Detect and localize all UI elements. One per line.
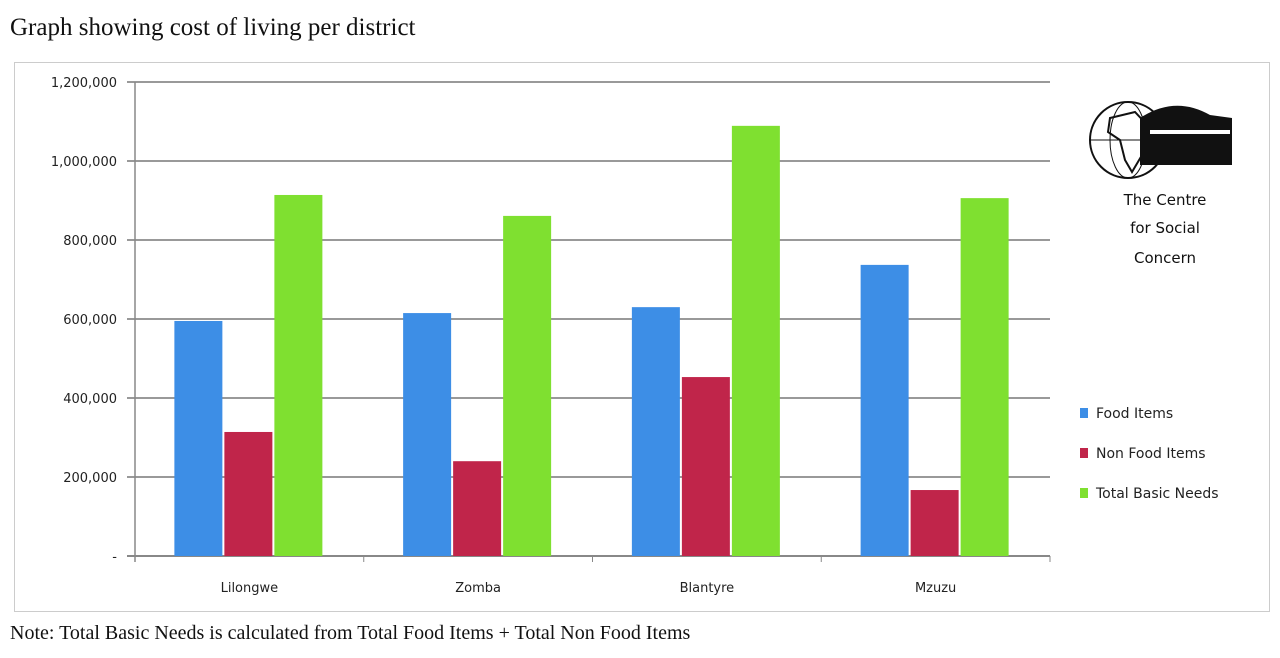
legend-swatch: [1080, 408, 1088, 418]
globe-africa-icon: [1089, 101, 1232, 179]
x-tick-label: Lilongwe: [221, 581, 279, 596]
x-tick-label: Zomba: [455, 581, 501, 596]
logo-text-line-3: Concern: [1134, 249, 1196, 267]
y-tick-label: 200,000: [63, 471, 117, 486]
legend-label: Food Items: [1096, 406, 1173, 422]
bar-non-food-items: [910, 490, 959, 556]
bar-food-items: [174, 320, 223, 556]
bar-total-basic-needs: [274, 194, 323, 556]
y-tick-label: 600,000: [63, 313, 117, 328]
bar-total-basic-needs: [960, 198, 1009, 556]
y-tick-label: 400,000: [63, 392, 117, 407]
x-tick-label: Blantyre: [680, 581, 735, 596]
centre-for-social-concern-logo: The Centre for Social Concern: [1089, 101, 1232, 267]
bar-total-basic-needs: [731, 125, 780, 556]
legend-swatch: [1080, 488, 1088, 498]
footnote: Note: Total Basic Needs is calculated fr…: [10, 622, 691, 644]
bar-non-food-items: [224, 431, 273, 556]
chart-title: Graph showing cost of living per distric…: [10, 14, 416, 41]
y-tick-label: 1,200,000: [51, 76, 117, 91]
bar-non-food-items: [681, 377, 730, 556]
legend-label: Total Basic Needs: [1095, 486, 1219, 502]
logo-text-line-2: for Social: [1130, 219, 1200, 237]
bar-food-items: [860, 264, 909, 556]
y-tick-label: -: [112, 550, 117, 565]
y-tick-label: 800,000: [63, 234, 117, 249]
bar-total-basic-needs: [503, 215, 552, 556]
logo-text-line-1: The Centre: [1123, 191, 1207, 209]
bar-food-items: [631, 307, 680, 556]
y-tick-label: 1,000,000: [51, 155, 117, 170]
bar-non-food-items: [453, 461, 502, 556]
legend-label: Non Food Items: [1096, 446, 1206, 462]
bar-food-items: [403, 313, 452, 556]
x-tick-label: Mzuzu: [915, 581, 956, 596]
legend-swatch: [1080, 448, 1088, 458]
chart-frame: [14, 62, 1270, 612]
